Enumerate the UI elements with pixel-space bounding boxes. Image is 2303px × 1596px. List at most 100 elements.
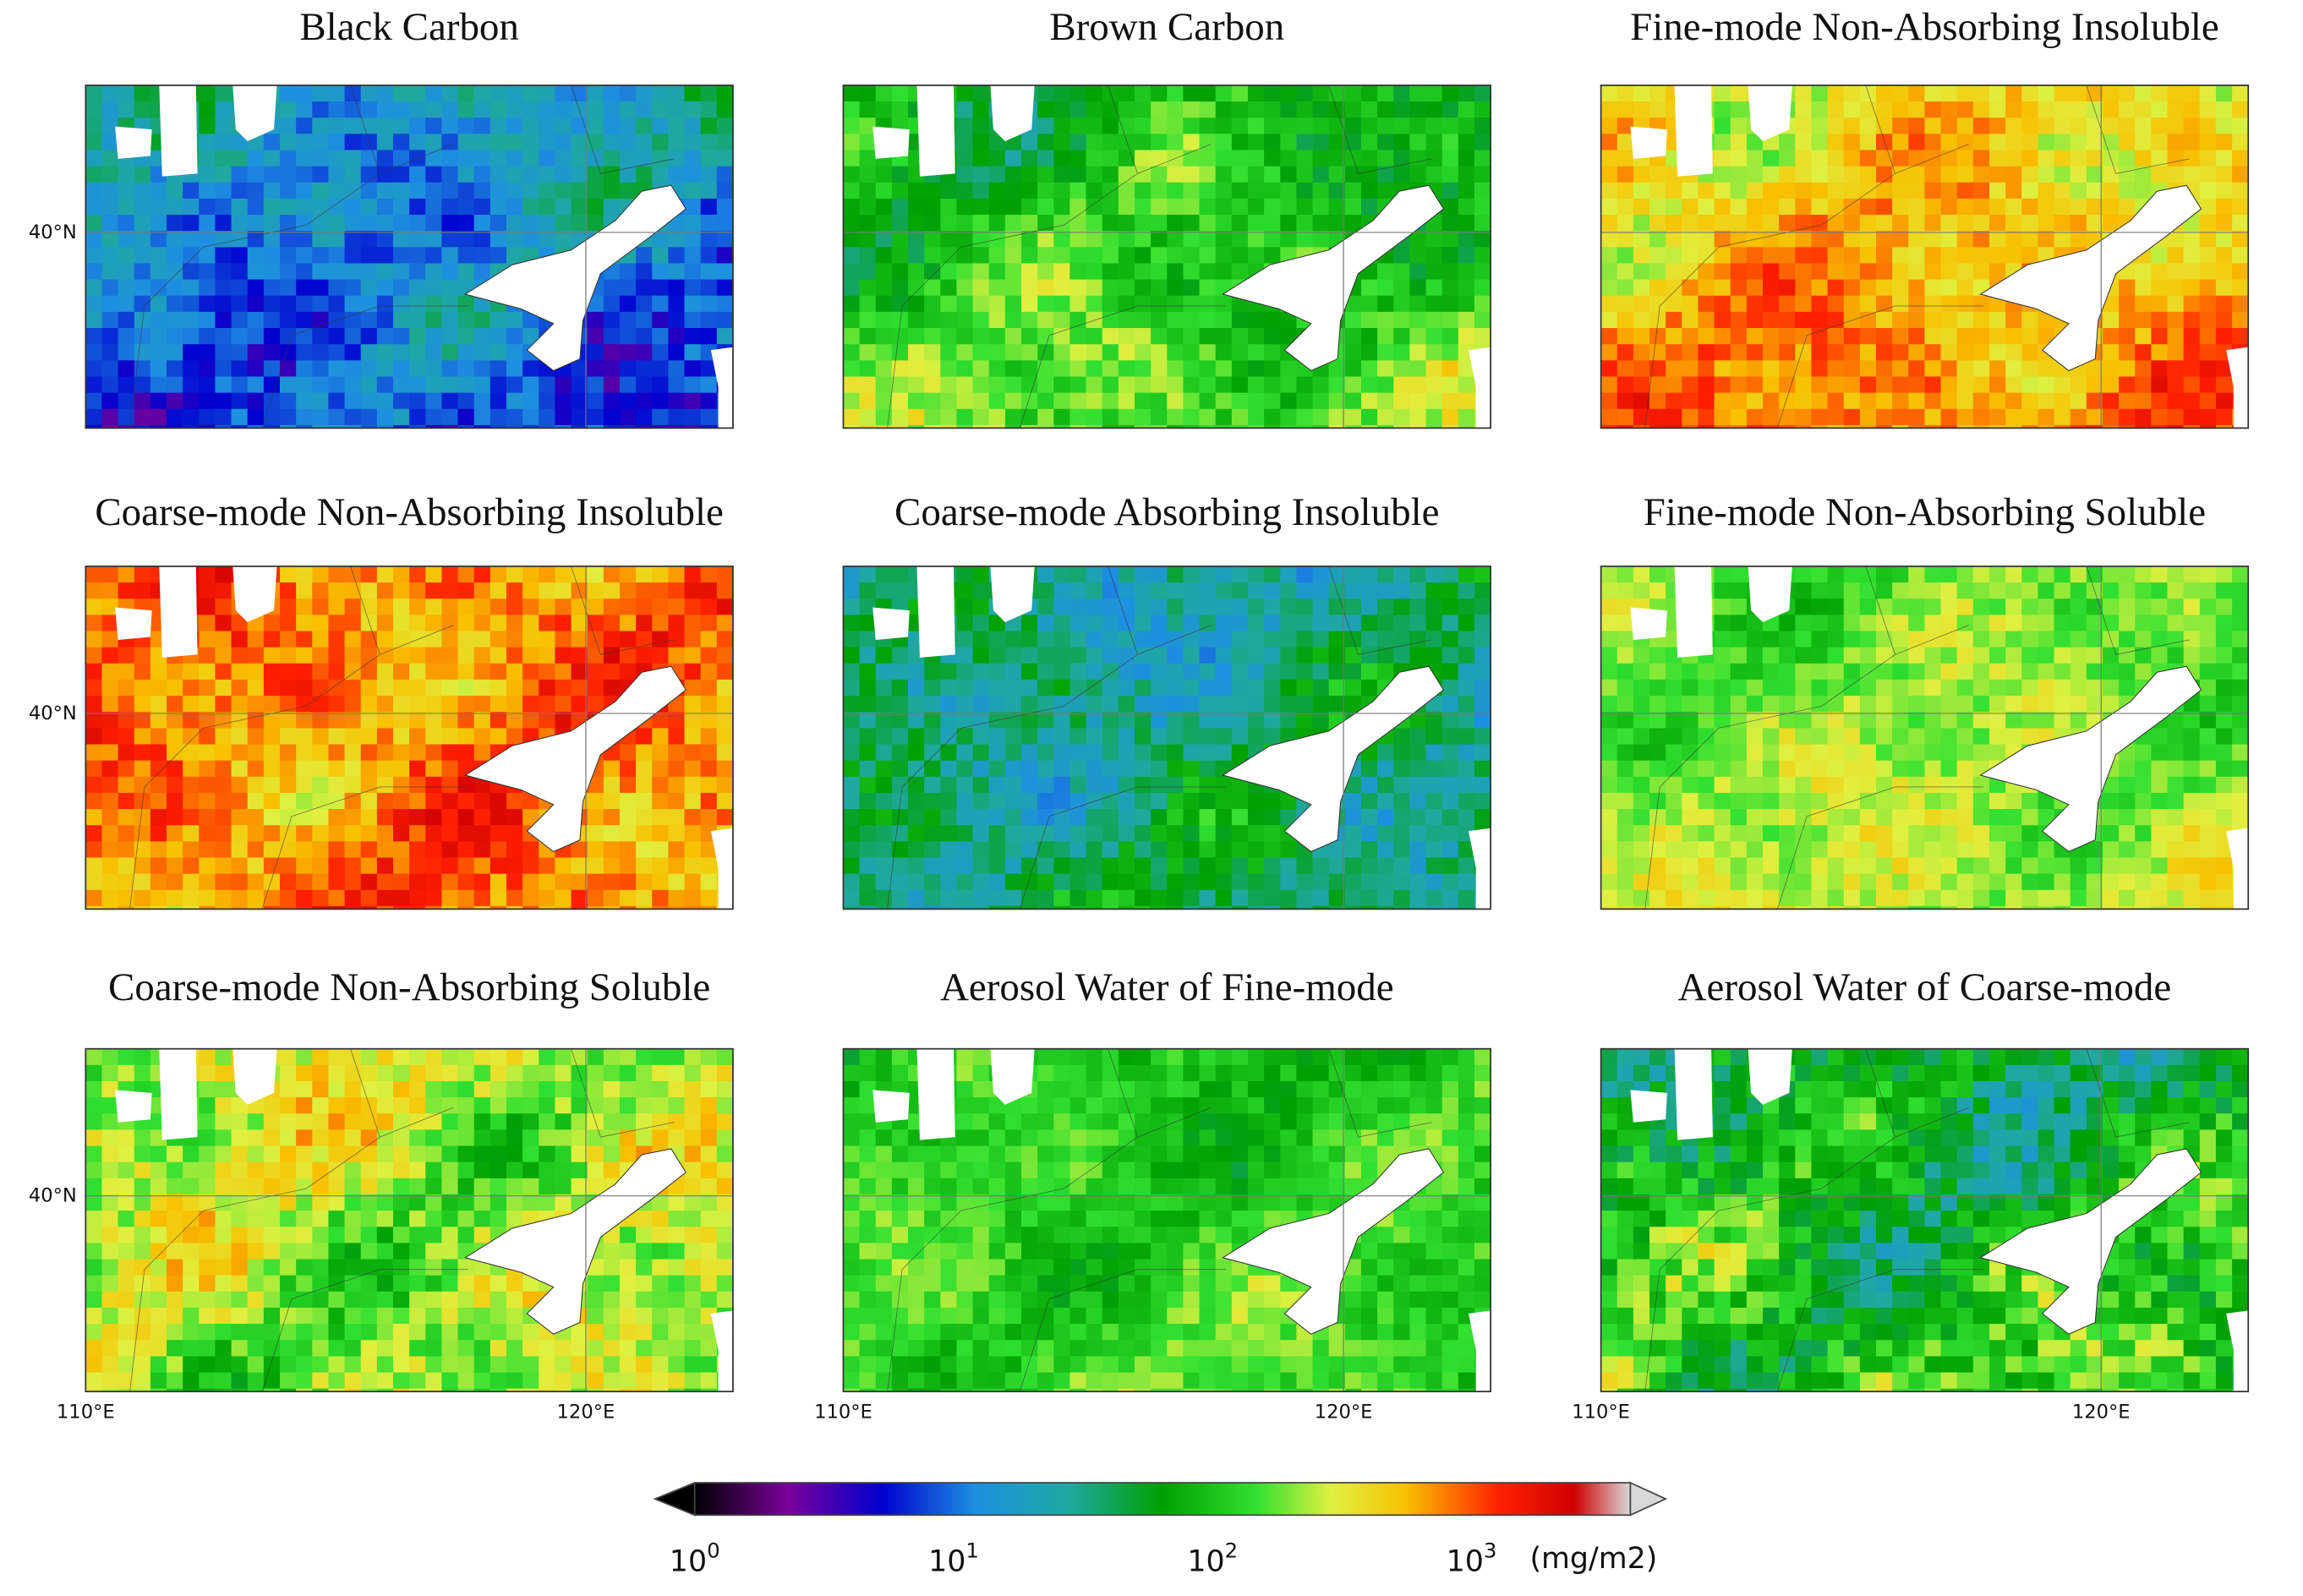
map-cell <box>296 101 313 118</box>
map-cell <box>843 166 861 183</box>
map-cell <box>215 889 232 907</box>
map-cell <box>1102 166 1119 183</box>
map-cell <box>1328 360 1346 378</box>
map-cell <box>1053 712 1071 730</box>
map-cell <box>1053 792 1071 810</box>
map-cell <box>441 841 459 859</box>
map-cell <box>2005 424 2022 429</box>
bohai-sea <box>1979 184 2202 372</box>
map-cell <box>1021 215 1038 232</box>
map-cell <box>312 873 330 891</box>
map-cell <box>457 85 475 102</box>
map-cell <box>1215 809 1233 826</box>
map-cell <box>1183 328 1201 345</box>
map-cell <box>344 679 362 697</box>
map-cell <box>425 841 443 859</box>
map-cell <box>988 182 1006 200</box>
map-cell <box>1215 792 1233 810</box>
map-cell <box>1069 344 1087 362</box>
map-cell <box>231 166 249 183</box>
map-cell <box>2038 392 2055 410</box>
map-cell <box>859 392 877 410</box>
map-cell <box>1183 295 1201 313</box>
map-cell <box>1795 712 1813 730</box>
map-cell <box>344 776 362 794</box>
map-cell <box>859 744 877 762</box>
map-cell <box>490 728 507 746</box>
map-cell <box>2199 408 2217 426</box>
map-cell <box>1779 696 1796 713</box>
map-cell <box>652 424 670 429</box>
map-cell <box>1892 166 1909 183</box>
map-cell <box>183 857 200 875</box>
yellow-sea <box>1468 347 1491 429</box>
map-cell <box>1908 598 1926 616</box>
map-cell <box>700 615 718 632</box>
map-cell <box>85 424 103 429</box>
map-cell <box>231 311 249 329</box>
map-cell <box>1474 663 1491 680</box>
map-cell <box>1972 776 1990 794</box>
map-cell <box>1264 344 1281 362</box>
map-cell <box>1409 728 1427 746</box>
map-cell <box>279 166 297 183</box>
map-cell <box>1714 311 1731 329</box>
map-cell <box>328 744 346 762</box>
map-cell <box>425 150 443 167</box>
map-cell <box>1924 696 1942 713</box>
map-cell <box>231 424 249 429</box>
map-cell <box>344 231 362 249</box>
map-cell <box>1795 150 1813 167</box>
map-cell <box>376 857 394 875</box>
map-cell <box>1247 566 1265 583</box>
map-cell <box>215 311 232 329</box>
map-cell <box>988 889 1006 907</box>
map-cell <box>1409 615 1427 632</box>
map-cell <box>392 744 410 762</box>
map-cell <box>1682 295 1699 313</box>
map-cell <box>392 825 410 843</box>
map-cell <box>522 118 539 135</box>
map-cell <box>150 744 167 762</box>
map-cell <box>85 841 103 859</box>
map-cell <box>652 631 670 648</box>
map-cell <box>1215 857 1233 875</box>
map-cell <box>1956 166 1974 183</box>
map-cell <box>843 696 861 713</box>
map-cell <box>1779 263 1796 281</box>
map-cell <box>1247 728 1265 746</box>
map-cell <box>603 873 621 891</box>
map-cell <box>490 215 507 232</box>
map-cell <box>1215 295 1233 313</box>
map-cell <box>1972 615 1990 632</box>
map-cell <box>1908 344 1926 362</box>
map-cell <box>875 85 893 102</box>
map-cell <box>1167 166 1184 183</box>
map-cell <box>215 744 232 762</box>
map-cell <box>988 150 1006 167</box>
map-cell <box>215 792 232 810</box>
map-cell <box>490 889 507 907</box>
map-cell <box>539 85 556 102</box>
map-cell <box>619 615 637 632</box>
boundary-lines <box>1644 85 2190 429</box>
map-cell <box>279 150 297 167</box>
map-cell <box>2086 598 2103 616</box>
map-cell <box>716 134 734 151</box>
map-cell <box>1843 118 1861 135</box>
map-cell <box>1151 118 1168 135</box>
map-cell <box>716 198 734 216</box>
map-cell <box>1940 263 1958 281</box>
map-cell <box>150 679 167 697</box>
map-cell <box>312 134 330 151</box>
map-cell <box>312 376 330 394</box>
map-cell <box>1183 566 1201 583</box>
map-cell <box>2070 85 2087 102</box>
map-cell <box>2119 344 2136 362</box>
map-cell <box>587 679 604 697</box>
map-cell <box>1280 166 1298 183</box>
map-cell <box>2167 231 2185 249</box>
map-cell <box>1616 118 1634 135</box>
map-cell <box>1924 712 1942 730</box>
map-cell <box>328 841 346 859</box>
